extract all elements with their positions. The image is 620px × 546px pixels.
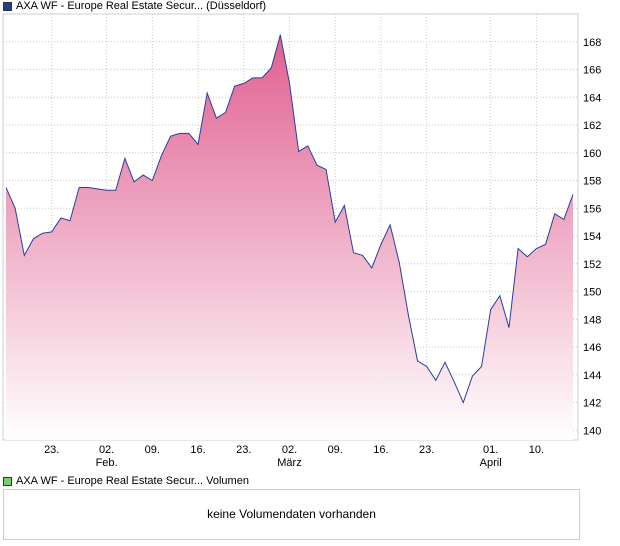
x-tick-label: 09. — [145, 444, 160, 456]
y-tick-label: 146 — [583, 342, 601, 354]
x-tick-label: 10. — [529, 444, 544, 456]
volume-legend-swatch — [3, 476, 12, 486]
y-tick-label: 144 — [583, 370, 601, 382]
y-tick-label: 158 — [583, 176, 601, 188]
y-tick-label: 162 — [583, 120, 601, 132]
x-tick-label: 02. — [282, 444, 297, 456]
x-month-label: März — [277, 457, 301, 469]
volume-panel: keine Volumendaten vorhanden — [3, 489, 580, 540]
y-tick-label: 148 — [583, 314, 601, 326]
price-line — [5, 34, 574, 404]
y-tick-label: 164 — [583, 92, 601, 104]
y-tick-label: 140 — [583, 425, 601, 437]
y-tick-label: 152 — [583, 259, 601, 271]
volume-empty-message: keine Volumendaten vorhanden — [207, 507, 376, 521]
x-tick-label: 23. — [44, 444, 59, 456]
price-legend-label: AXA WF - Europe Real Estate Secur... (Dü… — [16, 0, 267, 12]
x-tick-label: 09. — [328, 444, 343, 456]
x-tick-label: 02. — [99, 444, 114, 456]
y-tick-label: 160 — [583, 148, 601, 160]
price-legend: AXA WF - Europe Real Estate Secur... (Dü… — [3, 0, 266, 12]
volume-legend-label: AXA WF - Europe Real Estate Secur... Vol… — [16, 475, 249, 487]
volume-legend: AXA WF - Europe Real Estate Secur... Vol… — [3, 475, 249, 487]
y-axis-tick-labels: 140 142 144 146 148 150 152 154 156 158 160 162 164 1… — [583, 37, 601, 438]
y-tick-label: 168 — [583, 37, 601, 49]
x-tick-label: 01. — [483, 444, 498, 456]
x-month-label: April — [480, 457, 502, 469]
price-area — [6, 34, 573, 441]
y-tick-label: 156 — [583, 203, 601, 215]
y-tick-label: 142 — [583, 398, 601, 410]
x-tick-label: 23. — [419, 444, 434, 456]
x-tick-label: 23. — [236, 444, 251, 456]
x-tick-label: 16. — [190, 444, 205, 456]
y-tick-label: 150 — [583, 287, 601, 299]
y-tick-label: 154 — [583, 231, 601, 243]
y-tick-label: 166 — [583, 65, 601, 77]
x-month-label: Feb. — [96, 457, 118, 469]
price-legend-swatch — [3, 1, 12, 11]
price-chart: 140 142 144 146 148 150 152 154 156 158 160 162 164 1… — [2, 13, 601, 469]
x-tick-label: 16. — [373, 444, 388, 456]
